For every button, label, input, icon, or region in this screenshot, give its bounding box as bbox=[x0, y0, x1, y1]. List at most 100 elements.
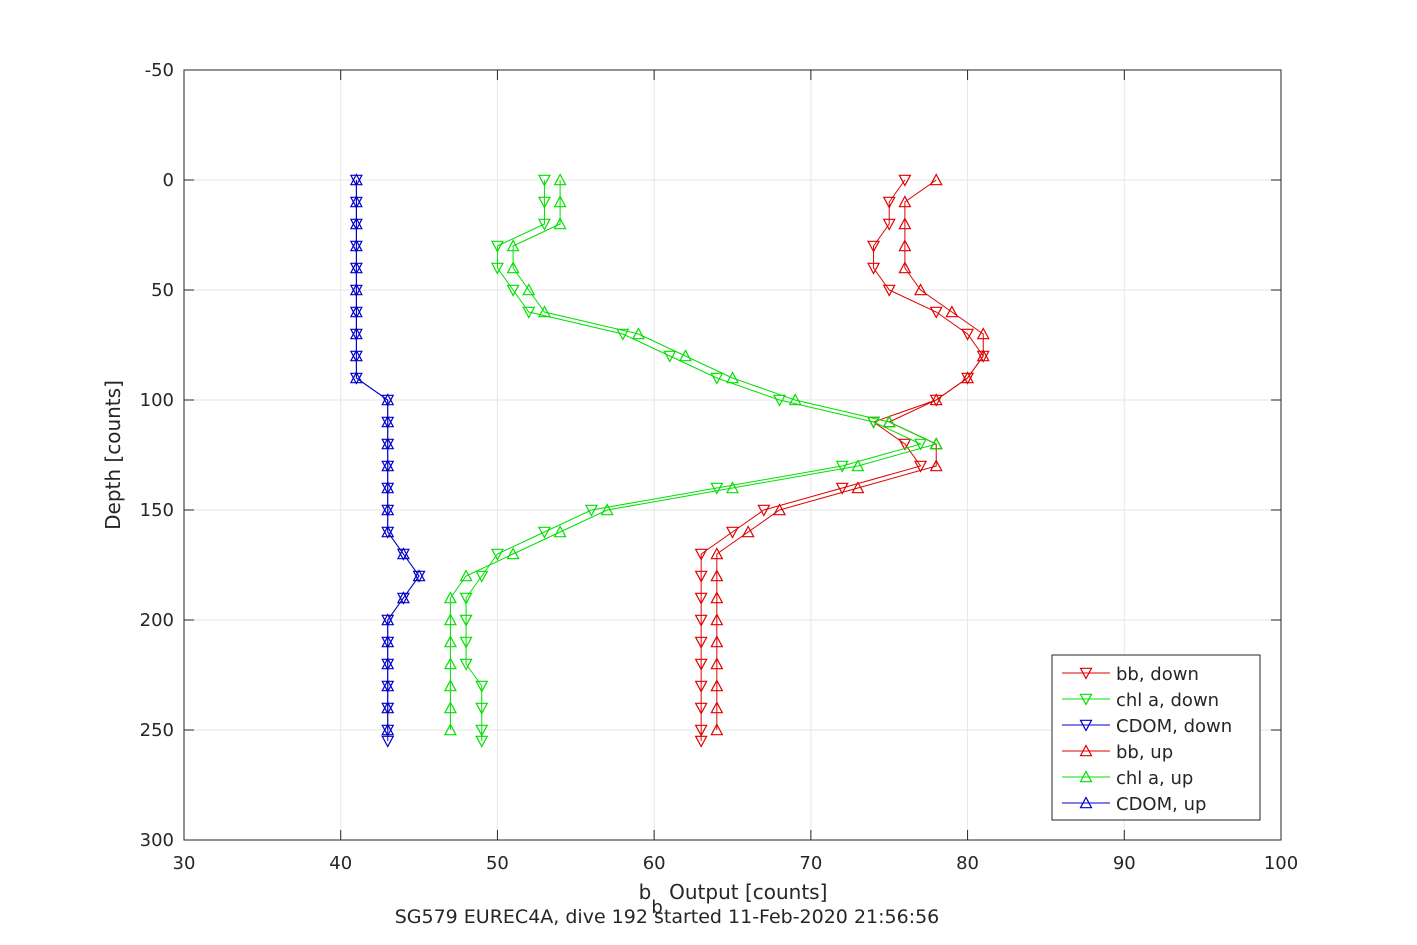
axes-box bbox=[183, 69, 1282, 841]
data-point bbox=[459, 636, 473, 649]
data-point bbox=[867, 262, 881, 275]
data-point bbox=[381, 635, 395, 648]
x-axis-label: bb Output [counts] bbox=[639, 880, 828, 918]
data-point bbox=[631, 327, 645, 340]
data-point bbox=[694, 614, 708, 627]
data-point bbox=[882, 196, 896, 209]
data-point bbox=[522, 306, 536, 319]
data-point bbox=[459, 569, 473, 582]
y-tick-label: -50 bbox=[145, 60, 174, 81]
data-point bbox=[506, 547, 520, 560]
y-tick-label: 300 bbox=[140, 830, 174, 851]
data-point bbox=[694, 548, 708, 561]
data-point bbox=[929, 437, 943, 450]
data-point bbox=[459, 614, 473, 627]
data-point bbox=[694, 658, 708, 671]
series-line bbox=[449, 180, 938, 730]
data-point bbox=[490, 262, 504, 275]
data-point bbox=[475, 570, 489, 583]
legend-marker bbox=[1079, 744, 1093, 757]
data-point bbox=[725, 371, 740, 384]
data-point bbox=[725, 481, 740, 494]
data-point bbox=[553, 195, 567, 208]
data-point bbox=[898, 195, 912, 208]
legend-label: bb, up bbox=[1116, 742, 1173, 763]
x-tick-label: 60 bbox=[643, 853, 666, 874]
data-point bbox=[929, 459, 943, 472]
tick-labels: 30 40 50 60 70 80 90 100 -50 0 50 100 150 200 250 300 bbox=[140, 60, 1299, 874]
x-tick-label: 70 bbox=[799, 853, 822, 874]
data-point bbox=[898, 261, 912, 274]
data-point bbox=[381, 679, 395, 692]
data-point bbox=[694, 724, 708, 737]
legend-marker bbox=[1079, 770, 1093, 783]
x-axis-label-rest: Output [counts] bbox=[663, 880, 828, 904]
data-point bbox=[710, 723, 724, 736]
series-line bbox=[355, 180, 420, 730]
data-point bbox=[584, 504, 598, 517]
data-point bbox=[349, 217, 363, 230]
data-point bbox=[443, 723, 457, 736]
data-point bbox=[694, 735, 708, 748]
data-point bbox=[945, 305, 959, 318]
x-tick-label: 30 bbox=[173, 853, 196, 874]
x-axis-label-subscript: b bbox=[651, 897, 662, 918]
data-point bbox=[349, 283, 363, 296]
data-point bbox=[929, 393, 943, 406]
data-point bbox=[710, 569, 724, 582]
data-point bbox=[506, 239, 520, 252]
legend-item: CDOM, down bbox=[1062, 716, 1232, 737]
y-tick-label: 250 bbox=[140, 720, 174, 741]
y-tick-label: 150 bbox=[140, 500, 174, 521]
data-point bbox=[381, 393, 395, 406]
series-line bbox=[716, 179, 984, 730]
x-tick-label: 40 bbox=[329, 853, 352, 874]
x-axis-label-main: b bbox=[639, 880, 652, 904]
data-point bbox=[788, 393, 802, 406]
legend-label: chl a, up bbox=[1116, 768, 1193, 789]
x-tick-label: 50 bbox=[486, 853, 509, 874]
legend-box bbox=[1051, 654, 1261, 821]
data-point bbox=[773, 394, 787, 407]
legend-label: bb, down bbox=[1116, 664, 1199, 685]
data-point bbox=[929, 306, 943, 319]
data-point bbox=[694, 702, 708, 715]
legend-marker bbox=[1079, 693, 1093, 706]
data-point bbox=[443, 591, 457, 604]
data-point bbox=[710, 482, 724, 495]
ticks bbox=[183, 69, 1282, 841]
data-point bbox=[710, 701, 724, 714]
y-tick-label: 200 bbox=[140, 610, 174, 631]
data-point bbox=[616, 328, 630, 341]
data-point bbox=[725, 526, 740, 539]
data-point bbox=[882, 218, 896, 231]
data-point bbox=[537, 526, 551, 539]
data-point bbox=[710, 372, 724, 385]
data-point bbox=[773, 503, 787, 516]
data-point bbox=[506, 284, 520, 297]
data-point bbox=[396, 591, 410, 604]
legend-marker bbox=[1079, 796, 1093, 809]
data-point bbox=[381, 503, 395, 516]
data-point bbox=[694, 570, 708, 583]
data-point bbox=[349, 305, 363, 318]
data-point bbox=[522, 283, 536, 296]
data-point bbox=[694, 680, 708, 693]
data-point bbox=[349, 349, 363, 362]
data-point bbox=[851, 459, 865, 472]
y-tick-label: 100 bbox=[140, 390, 174, 411]
data-point bbox=[898, 174, 912, 187]
series-bb-down bbox=[694, 174, 990, 748]
data-point bbox=[757, 504, 771, 517]
legend-label: CDOM, up bbox=[1116, 794, 1206, 815]
data-point bbox=[381, 613, 395, 626]
legend-marker bbox=[1079, 667, 1093, 680]
legend-label: CDOM, down bbox=[1116, 716, 1232, 737]
data-point bbox=[976, 349, 990, 362]
data-point bbox=[929, 173, 943, 186]
data-point bbox=[537, 174, 551, 187]
data-point bbox=[381, 415, 395, 428]
data-point bbox=[349, 195, 363, 208]
data-point bbox=[475, 724, 489, 737]
